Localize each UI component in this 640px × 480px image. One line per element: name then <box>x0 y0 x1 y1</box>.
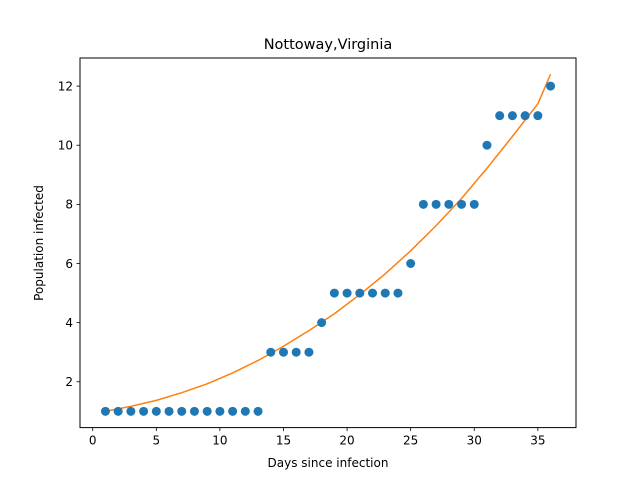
plot-area <box>80 58 576 428</box>
data-point <box>507 111 517 121</box>
data-point <box>215 406 225 416</box>
x-tick-label: 25 <box>403 434 418 448</box>
y-tick-label: 8 <box>65 198 73 212</box>
data-point <box>368 288 378 298</box>
x-tick-label: 5 <box>152 434 160 448</box>
x-axis-label: Days since infection <box>268 456 389 470</box>
data-point <box>520 111 530 121</box>
chart-title: Nottoway,Virginia <box>264 37 393 53</box>
data-point <box>126 406 136 416</box>
data-point <box>533 111 543 121</box>
y-tick-label: 12 <box>58 79 73 93</box>
data-point <box>457 199 467 209</box>
data-point <box>240 406 250 416</box>
y-axis-label: Population infected <box>32 185 46 301</box>
data-point <box>469 199 479 209</box>
x-tick-label: 20 <box>339 434 354 448</box>
data-point <box>431 199 441 209</box>
data-point <box>177 406 187 416</box>
data-point <box>202 406 212 416</box>
data-point <box>444 199 454 209</box>
y-ticks: 2 4 6 8 10 12 <box>58 79 80 389</box>
data-point <box>164 406 174 416</box>
x-tick-label: 10 <box>212 434 227 448</box>
data-point <box>546 81 556 91</box>
data-point <box>228 406 238 416</box>
y-tick-label: 2 <box>65 375 73 389</box>
x-tick-label: 0 <box>89 434 97 448</box>
data-point <box>100 406 110 416</box>
data-point <box>329 288 339 298</box>
data-point <box>482 140 492 150</box>
data-point <box>139 406 149 416</box>
data-point <box>253 406 263 416</box>
y-tick-label: 6 <box>65 257 73 271</box>
data-point <box>406 259 416 268</box>
data-point <box>418 199 428 209</box>
data-point <box>266 347 276 357</box>
data-point <box>151 406 161 416</box>
y-tick-label: 10 <box>58 139 73 153</box>
x-tick-label: 15 <box>276 434 291 448</box>
data-point <box>355 288 365 298</box>
fit-curve <box>105 73 552 413</box>
data-point <box>393 288 403 298</box>
data-point <box>278 347 288 357</box>
scatter-points-layer <box>100 81 556 416</box>
data-point <box>189 406 199 416</box>
data-point <box>291 347 301 357</box>
data-point <box>495 111 505 121</box>
x-tick-label: 30 <box>467 434 482 448</box>
data-point <box>317 318 327 328</box>
data-point <box>342 288 352 298</box>
data-point <box>304 347 314 357</box>
x-tick-label: 35 <box>530 434 545 448</box>
fit-curve-layer <box>105 73 552 413</box>
data-point <box>380 288 390 298</box>
y-tick-label: 4 <box>65 316 73 330</box>
x-ticks: 0 5 10 15 20 25 30 35 <box>89 427 545 448</box>
plot-frame <box>79 57 577 429</box>
data-point <box>113 406 123 416</box>
